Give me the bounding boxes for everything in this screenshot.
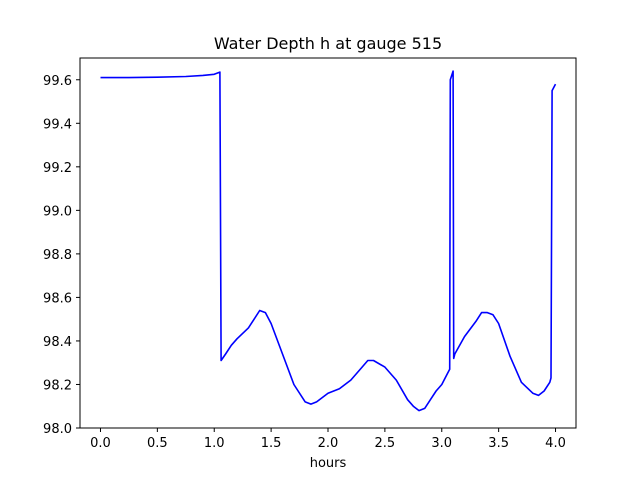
x-tick-label: 1.0 bbox=[204, 436, 225, 451]
y-tick-label: 99.2 bbox=[43, 161, 72, 176]
y-tick-label: 98.0 bbox=[43, 422, 72, 437]
y-tick-label: 99.4 bbox=[43, 117, 72, 132]
y-tick-label: 98.4 bbox=[43, 335, 72, 350]
x-tick-label: 4.0 bbox=[545, 436, 566, 451]
y-tick-label: 98.8 bbox=[43, 248, 72, 263]
x-axis: 0.0 0.5 1.0 1.5 2.0 2.5 3.0 3.5 4.0 bbox=[90, 428, 566, 451]
x-tick-label: 3.0 bbox=[431, 436, 452, 451]
series-line bbox=[100, 70, 557, 412]
y-tick-label: 99.6 bbox=[43, 74, 72, 89]
x-tick-label: 2.0 bbox=[318, 436, 339, 451]
x-tick-label: 3.5 bbox=[488, 436, 509, 451]
x-tick-label: 1.5 bbox=[261, 436, 282, 451]
axes-frame bbox=[79, 57, 577, 429]
y-tick-label: 98.6 bbox=[43, 291, 72, 306]
y-axis: 98.0 98.2 98.4 98.6 98.8 99.0 99.2 99.4 99.6 bbox=[43, 74, 80, 437]
x-axis-label: hours bbox=[310, 456, 347, 471]
chart-title: Water Depth h at gauge 515 bbox=[214, 34, 442, 53]
y-tick-label: 98.2 bbox=[43, 378, 72, 393]
plot-area bbox=[100, 70, 557, 412]
x-tick-label: 0.0 bbox=[90, 436, 111, 451]
x-tick-label: 2.5 bbox=[375, 436, 396, 451]
x-tick-label: 0.5 bbox=[147, 436, 168, 451]
y-tick-label: 99.0 bbox=[43, 204, 72, 219]
